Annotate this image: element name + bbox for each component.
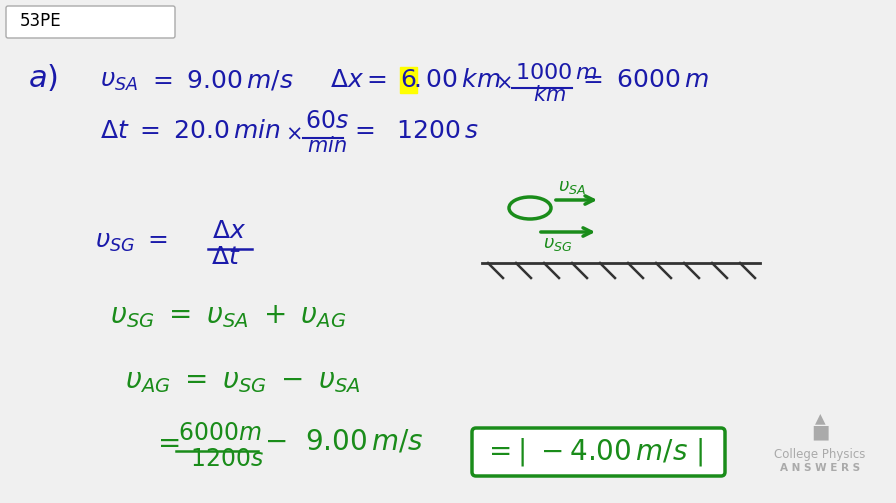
Text: $6$: $6$: [400, 69, 417, 92]
FancyBboxPatch shape: [472, 428, 725, 476]
Text: A N S W E R S: A N S W E R S: [780, 463, 860, 473]
Text: ▲: ▲: [814, 411, 825, 425]
Text: $.00 \, km$: $.00 \, km$: [413, 69, 501, 92]
Text: $1000 \, m$: $1000 \, m$: [515, 62, 598, 84]
Text: $\Delta x =$: $\Delta x =$: [330, 69, 387, 92]
Text: $1200s$: $1200s$: [190, 448, 264, 471]
Text: $\upsilon_{SG}$: $\upsilon_{SG}$: [543, 235, 573, 253]
Text: $km$: $km$: [533, 85, 566, 105]
Text: $= \ \ 1200 \, s$: $= \ \ 1200 \, s$: [350, 120, 479, 143]
Text: $\upsilon_{AG} \ = \ \upsilon_{SG} \ - \ \upsilon_{SA}$: $\upsilon_{AG} \ = \ \upsilon_{SG} \ - \…: [125, 368, 361, 395]
FancyBboxPatch shape: [6, 6, 175, 38]
Text: $- \ \ 9.00 \, m/s$: $- \ \ 9.00 \, m/s$: [264, 429, 424, 456]
Text: $60s$: $60s$: [305, 110, 349, 133]
Text: College Physics: College Physics: [774, 448, 866, 461]
Text: $\Delta t \ = \ 20.0 \, min$: $\Delta t \ = \ 20.0 \, min$: [100, 120, 281, 143]
Bar: [400, 67, 417, 93]
Text: $= \ 6000 \, m$: $= \ 6000 \, m$: [578, 69, 709, 92]
Text: $\upsilon_{SA}$: $\upsilon_{SA}$: [100, 70, 138, 93]
Text: $\Delta t$: $\Delta t$: [211, 246, 241, 269]
Text: $min$: $min$: [307, 136, 347, 156]
Text: $\times$: $\times$: [495, 74, 512, 93]
Text: $6000m$: $6000m$: [178, 422, 262, 445]
Text: $=$: $=$: [152, 429, 180, 456]
Text: $\upsilon_{SG} \ = $: $\upsilon_{SG} \ = $: [95, 231, 168, 254]
Text: $\upsilon_{SG} \ = \ \upsilon_{SA} \ + \ \upsilon_{AG}$: $\upsilon_{SG} \ = \ \upsilon_{SA} \ + \…: [110, 303, 347, 330]
Text: 53PE: 53PE: [20, 12, 62, 30]
Text: ■: ■: [811, 423, 829, 442]
Text: $\upsilon_{SA}$: $\upsilon_{SA}$: [558, 178, 586, 196]
Text: $= | \ -4.00 \, m/s \ |$: $= | \ -4.00 \, m/s \ |$: [483, 436, 703, 467]
Text: $\Delta x$: $\Delta x$: [212, 220, 246, 243]
Text: $\mathit{a)}$: $\mathit{a)}$: [28, 63, 58, 94]
Text: $\times$: $\times$: [285, 125, 302, 144]
Text: $= \ 9.00 \, m/s$: $= \ 9.00 \, m/s$: [148, 68, 294, 92]
